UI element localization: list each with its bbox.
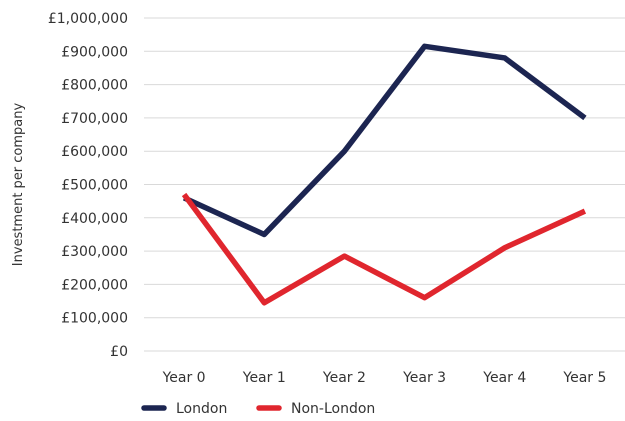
x-tick-label: Year 1 [242,370,286,386]
y-tick-label: £0 [110,344,128,360]
y-tick-label: £500,000 [61,178,128,194]
y-tick-label: £300,000 [61,244,128,260]
y-tick-label: £100,000 [61,311,128,327]
y-axis-title: Investment per company [11,102,26,266]
gridlines [144,17,625,352]
legend-label: Non-London [291,401,375,417]
y-tick-label: £1,000,000 [48,11,128,27]
x-axis-tick-labels: Year 0 Year 1 Year 2 Year 3 Year 4 Year 5 [162,370,607,386]
y-tick-label: £200,000 [61,277,128,293]
y-axis-tick-labels: £0 £100,000 £200,000 £300,000 £400,000 £500,0… [48,11,128,360]
series-line-london [182,43,587,238]
series-line-non-london [181,192,587,306]
legend: London Non-London [141,401,375,417]
series-lines [181,43,587,306]
y-tick-label: £800,000 [61,78,128,94]
x-tick-label: Year 3 [402,370,446,386]
x-tick-label: Year 2 [322,370,366,386]
y-tick-label: £900,000 [61,44,128,60]
y-tick-label: £400,000 [61,211,128,227]
legend-label: London [176,401,227,417]
x-tick-label: Year 0 [162,370,206,386]
x-tick-label: Year 4 [482,370,526,386]
x-tick-label: Year 5 [562,370,606,386]
y-tick-label: £600,000 [61,144,128,160]
y-tick-label: £700,000 [61,111,128,127]
